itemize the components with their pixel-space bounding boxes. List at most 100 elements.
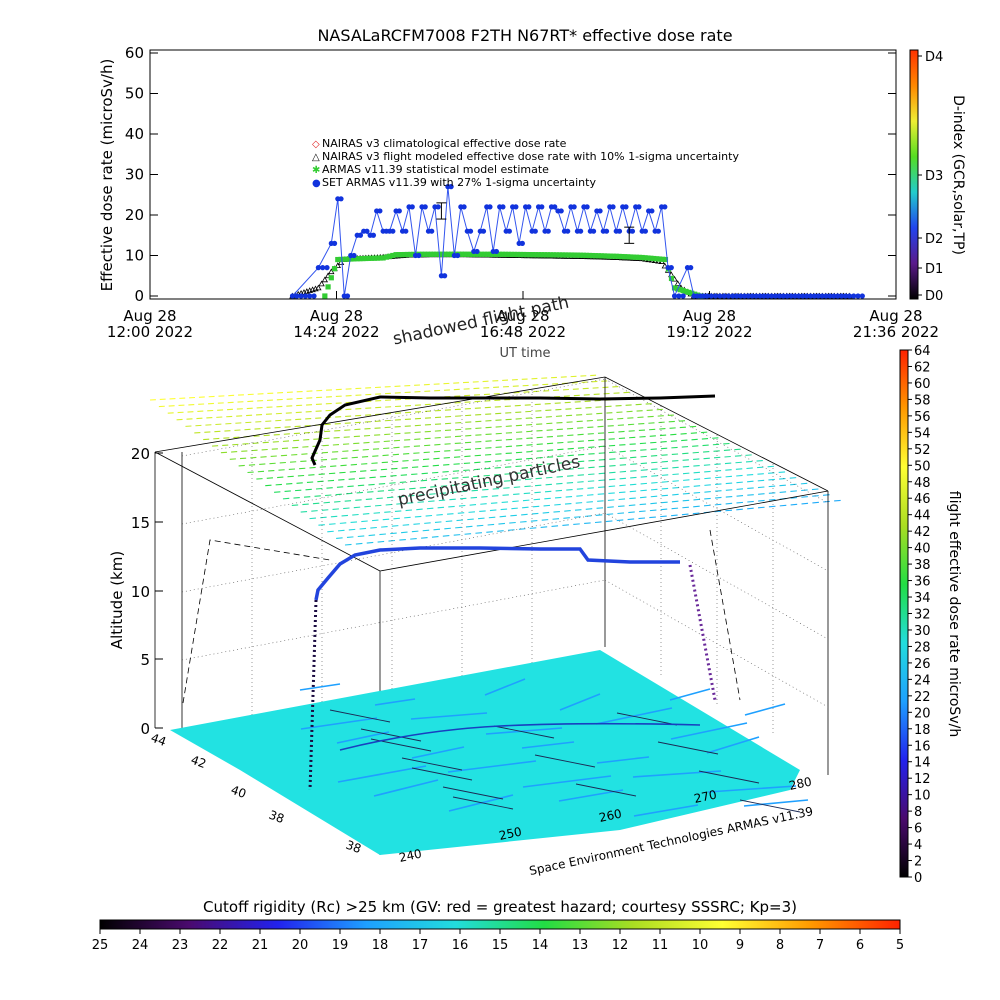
mesh-dash: [425, 514, 433, 517]
mesh-dash: [303, 496, 311, 498]
map-contour: [484, 678, 526, 696]
mesh-dash: [671, 514, 678, 517]
dose-colorbar-axis: 0246810121416182022242628303234363840424…: [908, 344, 931, 886]
set-armas-point: [532, 228, 538, 234]
mesh-dash: [725, 475, 733, 478]
armas-model-point: [402, 251, 408, 258]
mesh-dash: [640, 489, 647, 492]
ascent-track: [308, 599, 318, 791]
x-tick-label: 19:12 2022: [666, 323, 752, 341]
mesh-dash: [779, 477, 786, 480]
map-contour: [299, 683, 341, 691]
mesh-dash: [336, 537, 343, 539]
mesh-dash: [382, 518, 390, 521]
dose-colorbar-tick-label: 22: [914, 690, 931, 705]
mesh-dash: [800, 482, 808, 485]
set-armas-point: [298, 293, 304, 299]
mesh-dash: [451, 484, 458, 486]
mesh-dash: [490, 502, 498, 504]
grid-line: [604, 579, 829, 708]
set-armas-point: [307, 293, 313, 299]
mesh-dash: [320, 516, 327, 519]
mesh-dash: [512, 500, 519, 503]
armas-model-point: [598, 253, 604, 259]
mesh-dash: [801, 496, 808, 498]
set-armas-point: [753, 293, 759, 299]
mesh-dash: [671, 500, 679, 503]
mesh-dash: [366, 541, 374, 544]
mesh-dash: [649, 509, 657, 512]
altitude-axis: 0 5 10 15 20: [131, 445, 163, 738]
mesh-dash: [361, 520, 368, 523]
set-armas-point: [668, 265, 674, 271]
mesh-dash: [448, 505, 455, 508]
map-contour: [669, 688, 711, 701]
set-armas-point: [610, 204, 616, 210]
mesh-dash: [628, 511, 635, 514]
mesh-dash: [542, 511, 550, 514]
mesh-dash: [586, 494, 594, 496]
armas-model-point: [380, 255, 386, 261]
mesh-dash: [300, 510, 308, 513]
mesh-dash: [416, 508, 423, 511]
mesh-dash: [551, 525, 559, 527]
mesh-dash: [714, 503, 722, 506]
dose-colorbar-tick-label: 26: [914, 657, 931, 672]
mesh-dash: [554, 496, 562, 499]
map-border: [442, 786, 504, 800]
armas-model-point: [639, 254, 645, 261]
mesh-dash: [353, 506, 361, 509]
mesh-dash: [535, 477, 542, 480]
mesh-dash: [757, 473, 764, 475]
armas-model-point: [485, 251, 491, 257]
armas-model-point: [325, 284, 331, 290]
mesh-dash: [768, 492, 776, 494]
mesh-dash: [364, 505, 371, 508]
armas-model-point: [518, 251, 524, 258]
armas-model-point: [562, 252, 569, 258]
rigidity-tick-label: 22: [212, 938, 229, 953]
armas-model-point: [574, 252, 580, 258]
mesh-dash: [433, 528, 441, 531]
mesh-dash: [587, 480, 595, 482]
mesh-dash: [736, 488, 744, 490]
set-armas-point: [454, 252, 461, 259]
armas-model-point: [680, 288, 686, 294]
mesh-dash: [639, 503, 647, 506]
armas-model-point: [532, 252, 539, 258]
mesh-dash: [822, 494, 830, 496]
legend-label: NAIRAS v3 climatological effective dose …: [322, 137, 567, 150]
armas-model-point: [645, 255, 651, 261]
mesh-dash: [605, 520, 613, 523]
set-armas-point: [765, 293, 771, 299]
map-contour: [521, 741, 575, 749]
mesh-dash: [595, 514, 603, 516]
dose-colorbar-tick-label: 2: [914, 855, 922, 870]
x-tick-label: 14:24 2022: [293, 323, 379, 341]
mesh-dash: [405, 509, 413, 512]
rigidity-tick-label: 7: [816, 938, 824, 953]
armas-model-point: [662, 256, 669, 263]
mesh-dash: [661, 494, 668, 497]
mesh-dash: [584, 515, 592, 517]
mesh-dash: [779, 491, 787, 493]
armas-model-point: [544, 252, 551, 258]
mesh-dash: [672, 486, 679, 489]
mesh-dash: [778, 471, 786, 474]
mesh-dash: [704, 497, 711, 500]
map-border: [616, 712, 678, 726]
set-armas-point: [526, 204, 532, 210]
mesh-dash: [390, 532, 397, 535]
box-edge: [154, 376, 606, 453]
armas-model-point: [677, 287, 683, 293]
mesh-dash: [470, 496, 478, 499]
mesh-dash: [756, 460, 763, 462]
rigidity-tick-label: 12: [612, 938, 629, 953]
mesh-dash: [724, 462, 732, 465]
mesh-dash: [736, 495, 744, 497]
armas-model-point: [595, 253, 601, 259]
mesh-dash: [493, 481, 500, 483]
set-armas-point: [784, 293, 790, 299]
mesh-dash: [661, 467, 669, 470]
dose-colorbar-tick-label: 30: [914, 624, 931, 639]
